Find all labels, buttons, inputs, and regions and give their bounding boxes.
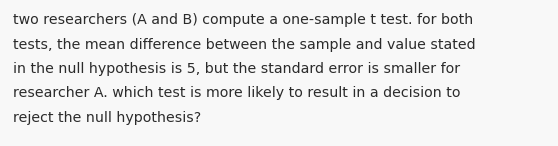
Text: tests, the mean difference between the sample and value stated: tests, the mean difference between the s… <box>13 38 475 52</box>
Text: two researchers (A and B) compute a one-sample t test. for both: two researchers (A and B) compute a one-… <box>13 13 473 27</box>
Text: researcher A. which test is more likely to result in a decision to: researcher A. which test is more likely … <box>13 86 460 100</box>
Text: in the null hypothesis is 5, but the standard error is smaller for: in the null hypothesis is 5, but the sta… <box>13 62 460 76</box>
Text: reject the null hypothesis?: reject the null hypothesis? <box>13 111 201 125</box>
